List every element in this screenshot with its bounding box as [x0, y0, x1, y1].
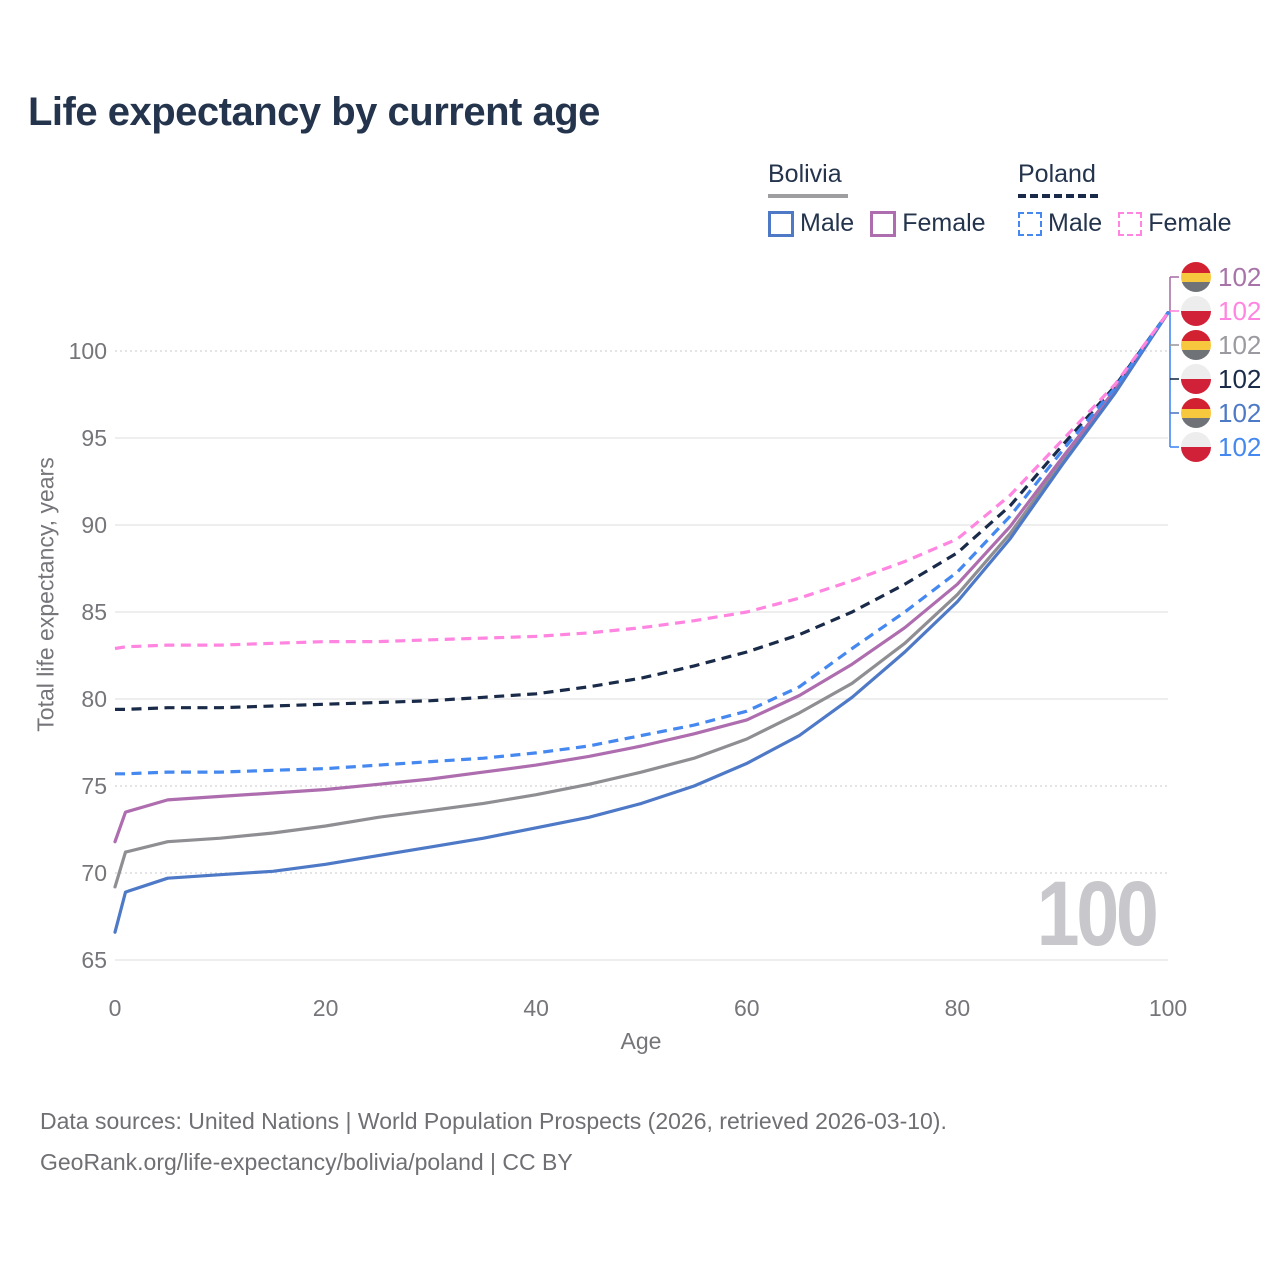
legend-item-label: Female — [902, 209, 986, 237]
badge-connectors — [1166, 276, 1179, 448]
series-lines — [113, 311, 1170, 934]
end-value-label: 102 — [1218, 397, 1262, 428]
series-line-poland-both-sexes[interactable] — [115, 311, 1170, 712]
end-value-label: 102 — [1218, 431, 1262, 462]
attribution-line: GeoRank.org/life-expectancy/bolivia/pola… — [40, 1149, 573, 1175]
end-value-label: 102 — [1218, 363, 1262, 394]
poland-flag-icon — [1181, 364, 1211, 394]
x-tick-80: 80 — [944, 995, 971, 1021]
y-tick-70: 70 — [81, 860, 107, 886]
legend-country-poland[interactable]: Poland — [1018, 160, 1096, 188]
end-value-badge-poland-5: 102 — [1181, 432, 1261, 462]
gridlines — [115, 350, 1168, 961]
series-line-poland-female[interactable] — [114, 311, 1170, 651]
y-tick-75: 75 — [81, 773, 107, 799]
legend-item-poland-male[interactable]: Male — [1018, 209, 1102, 238]
legend-item-bolivia-female[interactable]: Female — [870, 209, 986, 238]
y-tick-90: 90 — [81, 512, 107, 538]
page-title: Life expectancy by current age — [28, 90, 600, 134]
age-counter-watermark: 100 — [1036, 863, 1159, 965]
end-value-label: 102 — [1218, 261, 1262, 292]
y-tick-80: 80 — [81, 686, 107, 712]
series-line-bolivia-male[interactable] — [113, 311, 1170, 934]
x-tick-20: 20 — [312, 995, 339, 1021]
legend-bolivia-line-sample — [768, 194, 848, 198]
bolivia-flag-icon — [1181, 262, 1211, 292]
legend-group-poland: Poland Male Female — [1018, 160, 1232, 238]
y-tick-95: 95 — [81, 425, 107, 451]
x-tick-0: 0 — [108, 995, 122, 1021]
x-tick-100: 100 — [1148, 995, 1188, 1021]
data-source-line: Data sources: United Nations | World Pop… — [40, 1108, 947, 1134]
series-line-poland-male[interactable] — [115, 311, 1170, 776]
end-value-badge-poland-3: 102 — [1181, 364, 1261, 394]
end-value-badge-poland-1: 102 — [1181, 296, 1261, 326]
legend-country-bolivia[interactable]: Bolivia — [768, 160, 842, 188]
legend-item-label: Male — [800, 209, 855, 237]
legend-item-label: Female — [1148, 209, 1232, 237]
bolivia-female-swatch-icon — [870, 210, 897, 237]
y-axis-title: Total life expectancy, years — [32, 457, 59, 732]
poland-flag-icon — [1181, 432, 1211, 462]
legend-group-bolivia: Bolivia Male Female — [768, 160, 986, 238]
end-value-label: 102 — [1218, 329, 1262, 360]
end-value-badge-bolivia-0: 102 — [1181, 262, 1261, 292]
y-tick-85: 85 — [81, 599, 107, 625]
end-value-label: 102 — [1218, 295, 1262, 326]
x-tick-60: 60 — [734, 995, 760, 1021]
end-value-badge-bolivia-4: 102 — [1181, 398, 1261, 428]
bolivia-flag-icon — [1181, 398, 1211, 428]
legend-item-label: Male — [1048, 209, 1103, 237]
y-tick-65: 65 — [81, 947, 107, 973]
poland-flag-icon — [1181, 296, 1211, 326]
legend-item-bolivia-male[interactable]: Male — [768, 209, 854, 238]
series-line-bolivia-both-sexes[interactable] — [113, 311, 1170, 889]
end-value-badge-bolivia-2: 102 — [1181, 330, 1261, 360]
legend-poland-line-sample — [1018, 194, 1098, 198]
bolivia-male-swatch-icon — [768, 210, 794, 237]
bolivia-flag-icon — [1181, 330, 1211, 360]
legend-item-poland-female[interactable]: Female — [1118, 209, 1232, 238]
y-tick-100: 100 — [68, 338, 107, 364]
poland-female-swatch-icon — [1118, 211, 1143, 236]
x-tick-40: 40 — [523, 995, 549, 1021]
poland-male-swatch-icon — [1018, 211, 1042, 236]
x-axis-title: Age — [620, 1028, 662, 1054]
series-line-bolivia-female[interactable] — [113, 311, 1170, 844]
